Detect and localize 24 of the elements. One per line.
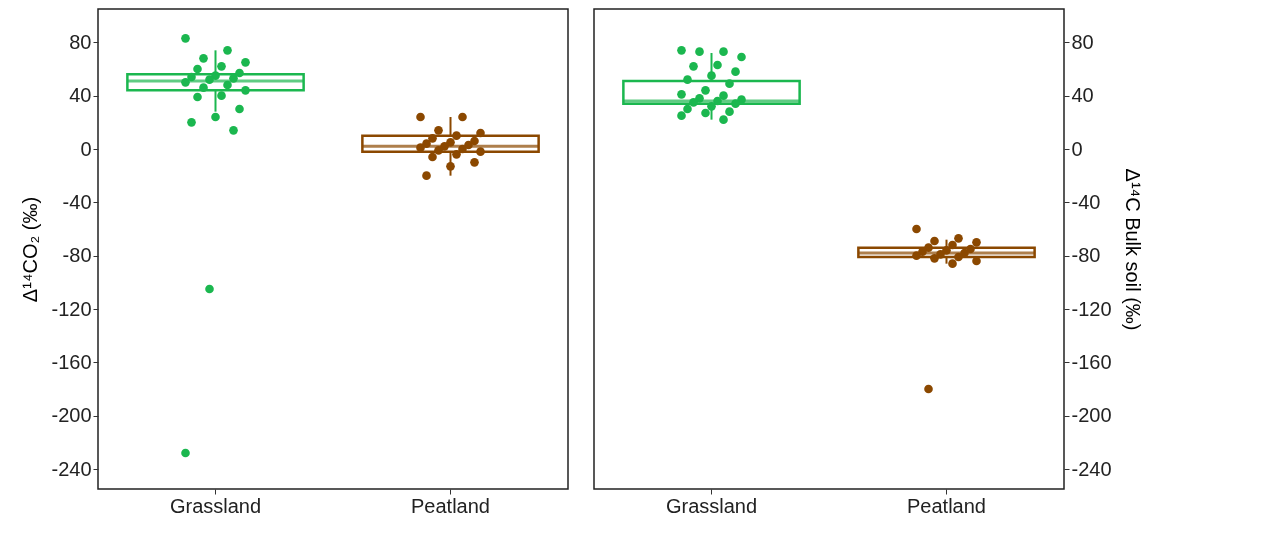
y2-tick-label: -160 — [1071, 350, 1112, 373]
y-tick-label: -200 — [51, 404, 92, 427]
y-tick-label: 0 — [80, 137, 92, 160]
y-tick-label: -80 — [62, 244, 92, 267]
x-tick-label: Grassland — [169, 494, 262, 517]
x-tick-label: Peatland — [411, 494, 490, 517]
y2-tick-label: 0 — [1071, 137, 1083, 160]
y-tick-label: -160 — [51, 350, 92, 373]
y-tick-label: -40 — [62, 190, 92, 213]
y-tick-label: 40 — [69, 84, 92, 107]
y-axis-title: Δ¹⁴CO₂ (‰) — [19, 196, 42, 303]
y2-tick-label: 80 — [1071, 30, 1094, 53]
y-tick-label: 80 — [69, 30, 92, 53]
y2-tick-label: -80 — [1071, 244, 1101, 267]
y2-tick-label: -200 — [1071, 404, 1112, 427]
y-tick-label: -120 — [51, 297, 92, 320]
y2-tick-label: -120 — [1071, 297, 1112, 320]
y2-tick-label: -40 — [1071, 190, 1101, 213]
y2-tick-label: -240 — [1071, 457, 1112, 480]
y2-tick-label: 40 — [1071, 84, 1094, 107]
y-tick-label: -240 — [51, 457, 92, 480]
x-tick-label: Grassland — [665, 494, 758, 517]
x-tick-label: Peatland — [907, 494, 986, 517]
y2-axis-title: Δ¹⁴C Bulk soil (‰) — [1121, 168, 1144, 331]
